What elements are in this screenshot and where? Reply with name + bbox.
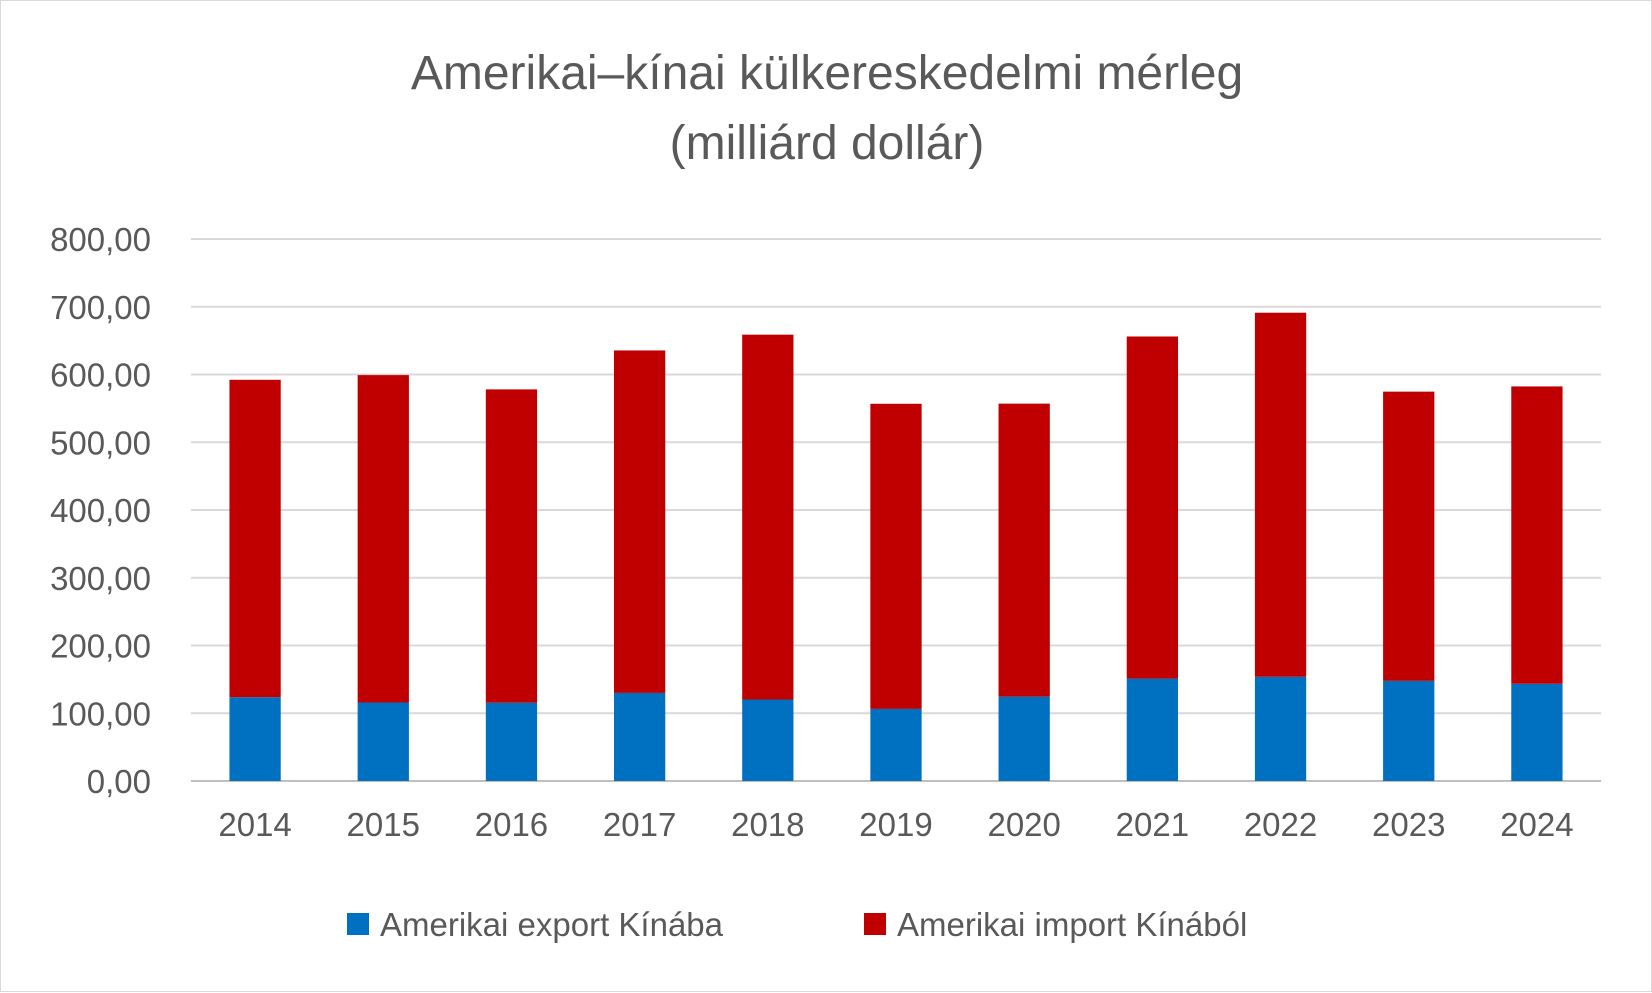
x-tick-label: 2021 <box>1116 806 1189 843</box>
x-tick-label: 2024 <box>1500 806 1573 843</box>
bar-import <box>357 375 409 703</box>
chart-title: Amerikai–kínai külkereskedelmi mérleg <box>411 47 1243 100</box>
bar-import <box>1511 386 1563 684</box>
y-tick-label: 600,00 <box>50 357 151 394</box>
x-tick-label: 2014 <box>218 806 291 843</box>
bar-export <box>614 692 666 781</box>
bars <box>229 312 1563 781</box>
y-tick-label: 400,00 <box>50 492 151 529</box>
y-tick-label: 300,00 <box>50 560 151 597</box>
y-tick-label: 700,00 <box>50 289 151 326</box>
bar-import <box>614 350 666 693</box>
x-tick-label: 2016 <box>475 806 548 843</box>
x-tick-label: 2015 <box>347 806 420 843</box>
y-tick-label: 0,00 <box>87 763 151 800</box>
x-tick-label: 2023 <box>1372 806 1445 843</box>
x-tick-label: 2017 <box>603 806 676 843</box>
y-axis-labels: 0,00 100,00 200,00 300,00 400,00 500,00 600,00… <box>50 221 151 800</box>
bar-export <box>485 702 538 781</box>
bar-export <box>998 696 1050 781</box>
bar-import <box>998 403 1050 697</box>
x-tick-label: 2020 <box>987 806 1060 843</box>
legend-swatch-export <box>347 913 369 935</box>
bar-import <box>742 334 794 700</box>
x-axis-labels: 2014 2015 2016 2017 2018 2019 2020 2021 2022 2023… <box>218 806 1573 843</box>
bar-import <box>1383 391 1435 681</box>
bar-export <box>1383 680 1435 781</box>
bar-export <box>1254 676 1307 781</box>
bar-import <box>1126 336 1178 679</box>
bar-import <box>870 403 922 709</box>
bar-import <box>229 379 281 698</box>
bar-export <box>1511 683 1563 781</box>
legend-label-export: Amerikai export Kínába <box>380 906 724 943</box>
bar-import <box>485 389 538 703</box>
legend-label-import: Amerikai import Kínából <box>897 906 1247 943</box>
x-tick-label: 2022 <box>1244 806 1317 843</box>
y-tick-label: 800,00 <box>50 221 151 258</box>
bar-export <box>357 702 409 781</box>
legend: Amerikai export Kínába Amerikai import Kí… <box>347 906 1247 943</box>
bar-export <box>1126 678 1178 781</box>
bar-export <box>870 708 922 781</box>
x-tick-label: 2019 <box>859 806 932 843</box>
bar-import <box>1254 312 1307 677</box>
y-tick-label: 500,00 <box>50 424 151 461</box>
legend-swatch-import <box>864 913 886 935</box>
y-tick-label: 200,00 <box>50 628 151 665</box>
y-tick-label: 100,00 <box>50 695 151 732</box>
bar-export <box>229 697 281 781</box>
chart-subtitle: (milliárd dollár) <box>670 117 985 170</box>
bar-export <box>742 699 794 781</box>
x-tick-label: 2018 <box>731 806 804 843</box>
